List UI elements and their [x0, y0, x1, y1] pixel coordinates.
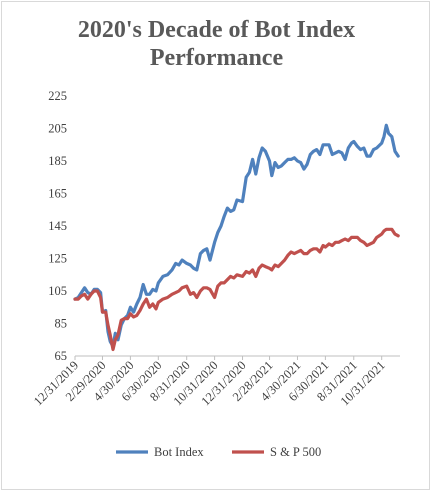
chart-title-line-2: Performance — [149, 45, 284, 71]
legend: Bot Index S & P 500 — [116, 445, 321, 459]
series-layer — [73, 123, 400, 352]
y-tick-label: 205 — [48, 122, 67, 136]
series-line-sp500 — [73, 227, 400, 352]
y-tick-label: 85 — [55, 317, 68, 331]
x-axis: 12/31/20192/29/20204/30/20206/30/20208/3… — [31, 355, 400, 408]
y-tick-label: 225 — [48, 89, 67, 103]
chart-title: 2020's Decade of Bot Index Performance — [0, 16, 433, 72]
series-line-bot-index — [73, 123, 400, 348]
y-tick-label: 165 — [48, 187, 67, 201]
y-axis: 65 85 105 125 145 165 185 205 225 — [48, 89, 67, 363]
legend-label: Bot Index — [154, 445, 204, 459]
legend-label: S & P 500 — [270, 445, 321, 459]
y-tick-label: 65 — [55, 349, 68, 363]
y-tick-label: 125 — [48, 252, 67, 266]
y-tick-label: 145 — [48, 219, 67, 233]
y-tick-label: 185 — [48, 154, 67, 168]
chart-title-line-1: 2020's Decade of Bot Index — [77, 17, 356, 43]
y-tick-label: 105 — [48, 284, 67, 298]
